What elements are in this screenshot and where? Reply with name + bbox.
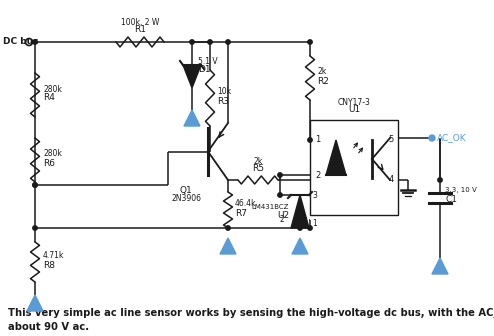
Polygon shape	[326, 140, 346, 175]
Circle shape	[226, 40, 230, 44]
Polygon shape	[432, 258, 448, 274]
Text: AC_OK: AC_OK	[437, 133, 467, 142]
Text: 1: 1	[312, 218, 317, 227]
Circle shape	[208, 40, 212, 44]
Circle shape	[308, 40, 312, 44]
Circle shape	[278, 193, 282, 197]
Text: 5.1 V: 5.1 V	[198, 56, 218, 66]
Text: LM431BCZ: LM431BCZ	[251, 204, 289, 210]
Circle shape	[308, 226, 312, 230]
Text: 46.4k: 46.4k	[235, 200, 256, 209]
Circle shape	[278, 173, 282, 177]
Polygon shape	[27, 295, 43, 311]
Text: R6: R6	[43, 159, 55, 168]
Circle shape	[438, 178, 442, 182]
Text: U2: U2	[277, 210, 289, 219]
Text: R7: R7	[235, 209, 247, 217]
Text: U1: U1	[348, 105, 360, 114]
Circle shape	[429, 135, 435, 141]
Text: 2N3906: 2N3906	[171, 194, 201, 203]
Circle shape	[33, 226, 37, 230]
Text: R2: R2	[317, 77, 329, 85]
Text: 3.3, 10 V: 3.3, 10 V	[445, 187, 477, 193]
Text: 280k: 280k	[43, 84, 62, 93]
Circle shape	[33, 183, 37, 187]
Circle shape	[298, 226, 302, 230]
Text: 280k: 280k	[43, 150, 62, 159]
Polygon shape	[184, 110, 200, 126]
Circle shape	[33, 40, 37, 44]
Text: This very simple ac line sensor works by sensing the high-voltage dc bus, with t: This very simple ac line sensor works by…	[8, 308, 494, 332]
Text: 100k, 2 W: 100k, 2 W	[121, 18, 159, 27]
Text: 4: 4	[389, 174, 394, 183]
Text: R4: R4	[43, 93, 55, 102]
Polygon shape	[292, 238, 308, 254]
Text: R1: R1	[134, 25, 146, 34]
Text: 2: 2	[279, 215, 284, 224]
Text: R5: R5	[252, 164, 264, 173]
Text: R3: R3	[217, 96, 229, 106]
Polygon shape	[183, 65, 201, 88]
Text: 5: 5	[389, 134, 394, 143]
Polygon shape	[220, 238, 236, 254]
Text: 10k: 10k	[217, 87, 231, 96]
Text: Q1: Q1	[180, 186, 192, 195]
Text: DC bus: DC bus	[3, 38, 39, 46]
Text: CNY17-3: CNY17-3	[337, 98, 370, 107]
Text: C1: C1	[445, 195, 457, 204]
Circle shape	[308, 138, 312, 142]
Text: 2k: 2k	[317, 68, 326, 77]
Circle shape	[226, 226, 230, 230]
Text: 4.71k: 4.71k	[43, 252, 64, 260]
Text: 2k: 2k	[253, 157, 263, 166]
Text: D1: D1	[198, 65, 210, 74]
Text: 1: 1	[315, 134, 320, 143]
Circle shape	[33, 183, 37, 187]
Circle shape	[190, 40, 194, 44]
Text: R8: R8	[43, 260, 55, 269]
Text: 2: 2	[315, 171, 320, 180]
FancyBboxPatch shape	[310, 120, 398, 215]
Polygon shape	[291, 195, 309, 228]
Text: 3: 3	[312, 191, 317, 200]
